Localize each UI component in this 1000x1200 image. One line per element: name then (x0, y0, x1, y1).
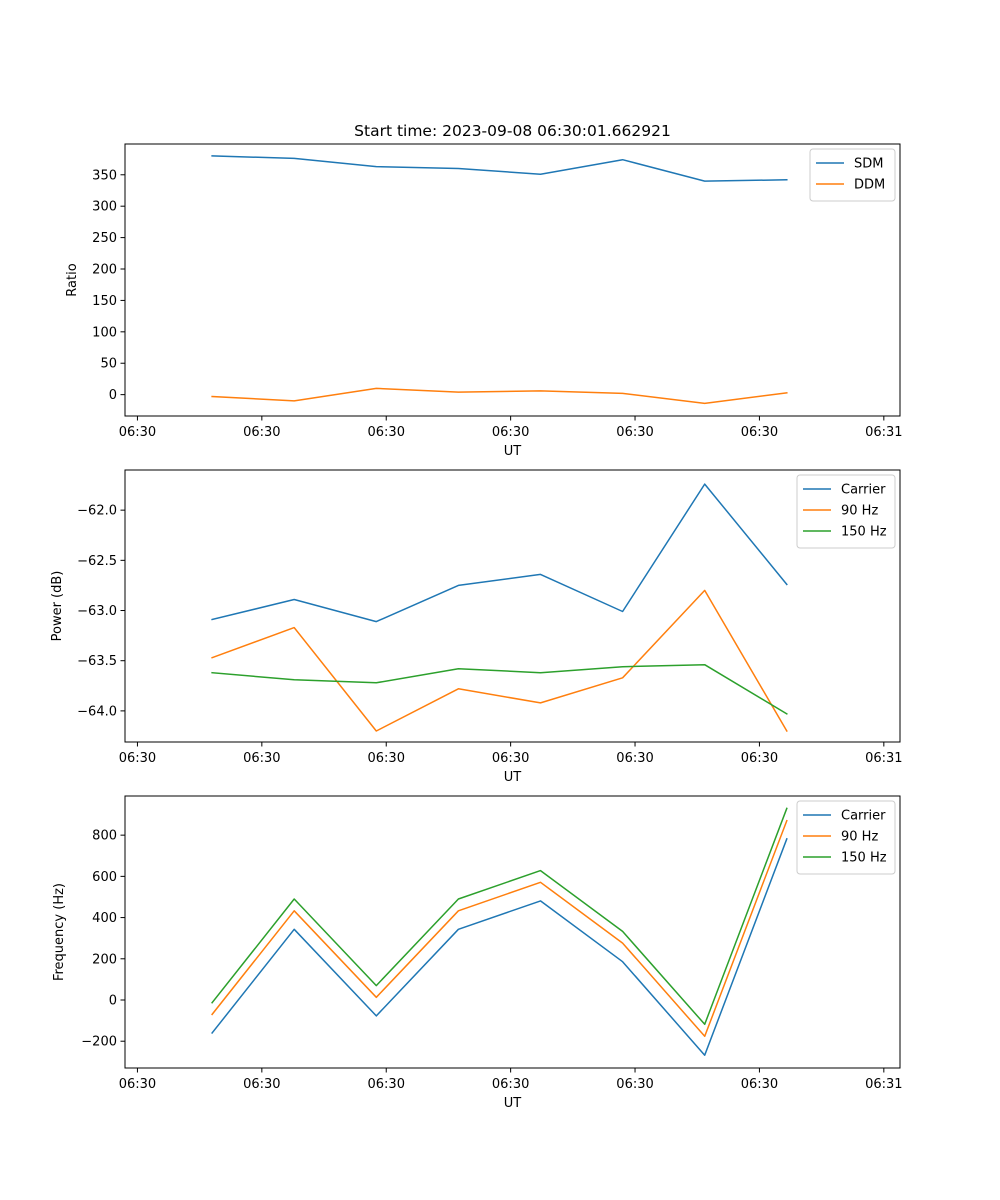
y-tick-label: 0 (109, 994, 117, 1009)
x-tick-label: 06:30 (119, 751, 156, 766)
x-tick-label: 06:30 (243, 751, 280, 766)
legend-box (809, 148, 896, 202)
y-tick-label: 350 (92, 168, 117, 183)
x-tick-label: 06:30 (492, 425, 529, 440)
x-tick-label: 06:31 (865, 1077, 902, 1092)
chart-panel-1: 06:30 06:30 06:30 06:30 06:30 06:30 06:31 0 50 10… (65, 143, 903, 459)
x-tick-label: 06:30 (616, 425, 653, 440)
x-tick-label: 06:30 (741, 425, 778, 440)
y-axis-label: Frequency (Hz) (52, 883, 67, 981)
plot-frame (124, 143, 901, 417)
y-tick-label: 400 (92, 911, 117, 926)
x-tick-label: 06:30 (243, 1077, 280, 1092)
legend-label: SDM (854, 157, 883, 172)
x-tick-label: 06:30 (492, 751, 529, 766)
x-tick-label: 06:30 (492, 1077, 529, 1092)
x-tick-label: 06:30 (616, 1077, 653, 1092)
legend-label: Carrier (841, 809, 886, 824)
y-axis-label: Power (dB) (50, 571, 65, 642)
y-tick-label: −63.0 (77, 604, 117, 619)
legend: Carrier 90 Hz 150 Hz (796, 474, 896, 549)
y-tick-label: 50 (100, 357, 117, 372)
series-line-150-hz (211, 663, 788, 715)
legend: Carrier 90 Hz 150 Hz (796, 800, 896, 875)
x-tick-label: 06:30 (741, 751, 778, 766)
x-tick-label: 06:30 (368, 1077, 405, 1092)
legend-label: 90 Hz (841, 504, 878, 519)
x-axis-label: UT (504, 770, 522, 785)
y-tick-label: 200 (92, 263, 117, 278)
x-axis-label: UT (504, 1096, 522, 1111)
y-axis-label: Ratio (65, 263, 80, 296)
y-tick-label: 200 (92, 952, 117, 967)
series-line-carrier (211, 837, 788, 1056)
series-line-150-hz (211, 807, 788, 1026)
legend: SDM DDM (809, 148, 896, 202)
x-tick-label: 06:30 (616, 751, 653, 766)
series-line-ddm (211, 387, 788, 405)
x-axis-label: UT (504, 444, 522, 459)
legend-label: DDM (854, 178, 885, 193)
chart-panel-2: 06:30 06:30 06:30 06:30 06:30 06:30 06:31 −64.0… (50, 469, 903, 785)
x-tick-label: 06:30 (368, 751, 405, 766)
series-line-sdm (211, 155, 788, 182)
y-tick-label: −62.0 (77, 504, 117, 519)
figure-title: Start time: 2023-09-08 06:30:01.662921 (354, 122, 671, 140)
x-tick-label: 06:30 (119, 1077, 156, 1092)
series-line-90-hz (211, 819, 788, 1038)
legend-box (796, 800, 896, 875)
x-tick-label: 06:30 (741, 1077, 778, 1092)
y-tick-label: 600 (92, 870, 117, 885)
y-tick-label: 300 (92, 200, 117, 215)
series-line-carrier (211, 483, 788, 623)
legend-label: 150 Hz (841, 525, 887, 540)
x-tick-label: 06:31 (865, 751, 902, 766)
plot-frame (124, 795, 901, 1069)
x-tick-label: 06:30 (119, 425, 156, 440)
y-tick-label: 0 (109, 388, 117, 403)
y-tick-label: 250 (92, 231, 117, 246)
legend-label: 90 Hz (841, 830, 878, 845)
x-tick-label: 06:31 (865, 425, 902, 440)
x-tick-label: 06:30 (368, 425, 405, 440)
x-tick-label: 06:30 (243, 425, 280, 440)
chart-panels: 06:30 06:30 06:30 06:30 06:30 06:30 06:31 0 50 10… (50, 143, 903, 1111)
y-tick-label: −200 (81, 1035, 117, 1050)
y-tick-label: −64.0 (77, 704, 117, 719)
y-tick-label: 100 (92, 325, 117, 340)
plot-frame (124, 469, 901, 743)
y-tick-label: 800 (92, 829, 117, 844)
legend-box (796, 474, 896, 549)
series-line-90-hz (211, 589, 788, 733)
legend-label: Carrier (841, 483, 886, 498)
chart-panel-3: 06:30 06:30 06:30 06:30 06:30 06:30 06:31 −200 0… (52, 795, 903, 1111)
legend-label: 150 Hz (841, 851, 887, 866)
y-tick-label: −63.5 (77, 654, 117, 669)
y-tick-label: 150 (92, 294, 117, 309)
y-tick-label: −62.5 (77, 554, 117, 569)
